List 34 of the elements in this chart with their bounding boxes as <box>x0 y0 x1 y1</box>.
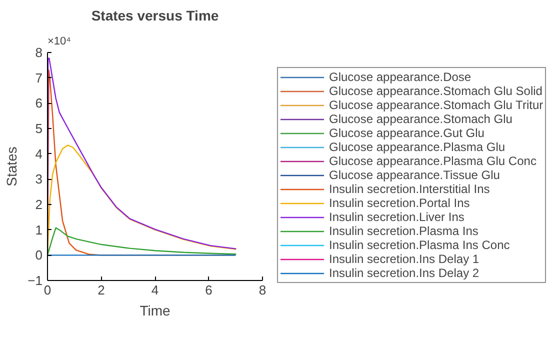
y-tick-label: 2 <box>35 197 43 212</box>
legend-label: Insulin secretion.Portal Ins <box>329 196 470 210</box>
legend-label: Glucose appearance.Tissue Glu <box>329 168 500 182</box>
legend-label: Glucose appearance.Stomach Glu Tritur <box>329 98 544 112</box>
y-axis-title: States <box>4 146 20 186</box>
y-tick-label: 6 <box>35 96 43 111</box>
legend-label: Glucose appearance.Stomach Glu Solid <box>329 84 542 98</box>
legend-label: Insulin secretion.Plasma Ins <box>329 224 478 238</box>
chart-title: States versus Time <box>91 8 219 24</box>
legend-label: Insulin secretion.Interstitial Ins <box>329 182 490 196</box>
legend-label: Glucose appearance.Dose <box>329 70 472 84</box>
y-tick-label: −1 <box>28 273 43 288</box>
y-tick-label: 7 <box>35 70 43 86</box>
legend-label: Glucose appearance.Plasma Glu Conc <box>329 154 536 168</box>
y-tick-label: 4 <box>35 146 43 162</box>
text: ×10⁴ <box>48 36 72 48</box>
x-tick-label: 6 <box>205 282 212 298</box>
y-tick-label: 8 <box>35 45 43 60</box>
y-tick-label: 1 <box>35 222 43 238</box>
x-tick-label: 4 <box>151 282 159 298</box>
x-tick-label: 2 <box>98 282 105 298</box>
legend-label: Glucose appearance.Gut Glu <box>329 126 484 140</box>
legend-label: Insulin secretion.Ins Delay 1 <box>329 252 480 266</box>
y-tick-label: 0 <box>35 248 43 263</box>
line-series <box>48 227 237 256</box>
x-axis-title: Time <box>140 302 171 318</box>
legend-label: Insulin secretion.Plasma Ins Conc <box>329 238 510 252</box>
x-tick-label: 8 <box>258 282 266 298</box>
legend-label: Glucose appearance.Stomach Glu <box>329 112 512 126</box>
legend-label: Insulin secretion.Ins Delay 2 <box>329 266 480 280</box>
y-tick-label: 5 <box>35 121 43 136</box>
y-tick-label: 3 <box>35 172 43 187</box>
legend-label: Insulin secretion.Liver Ins <box>329 210 464 224</box>
legend-label: Glucose appearance.Plasma Glu <box>329 140 506 154</box>
